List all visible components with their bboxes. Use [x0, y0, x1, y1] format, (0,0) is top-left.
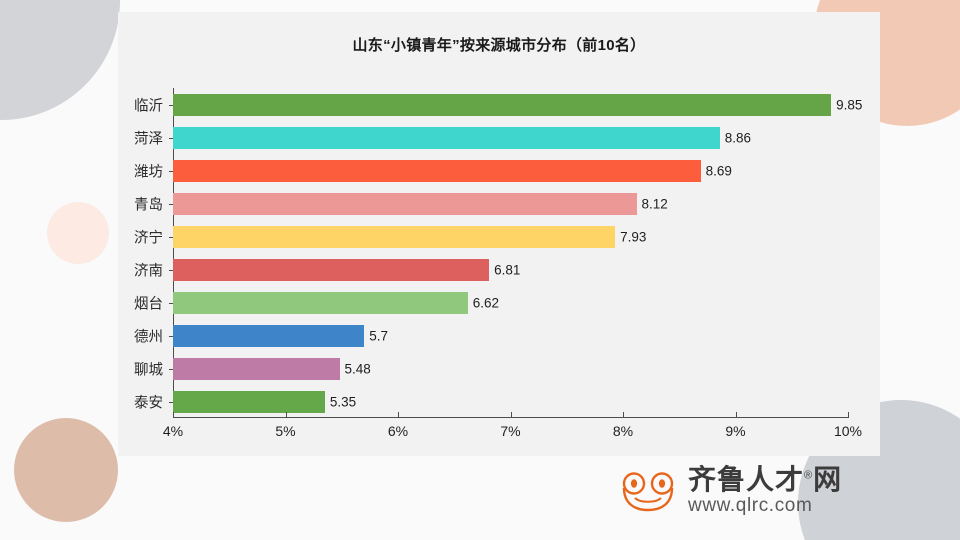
- y-axis-tick: [169, 236, 173, 238]
- category-label: 菏泽: [134, 131, 163, 147]
- bar-row: 菏泽 8.86: [134, 121, 848, 154]
- x-axis-tick-label: 5%: [275, 423, 296, 439]
- x-axis-tick-label: 4%: [162, 423, 184, 439]
- bar-row: 潍坊 8.69: [134, 154, 848, 187]
- y-axis-tick: [169, 401, 173, 403]
- y-axis-tick: [169, 335, 173, 337]
- bar[interactable]: [173, 390, 325, 413]
- bar-value-label: 9.85: [836, 97, 863, 112]
- bar-value-label: 8.69: [705, 163, 732, 178]
- x-axis-tick-label: 8%: [612, 423, 634, 439]
- logo-brand-suffix: 网: [813, 464, 843, 495]
- frog-icon: [622, 472, 674, 512]
- logo-brand-name: 齐鲁人才®网: [688, 464, 843, 495]
- bar-value-label: 8.12: [641, 196, 668, 211]
- bar[interactable]: [173, 291, 468, 314]
- y-axis-tick: [169, 170, 173, 172]
- decorative-circle-bottom-left: [14, 418, 118, 522]
- y-axis-tick: [169, 104, 173, 106]
- bar-row: 济宁 7.93: [134, 220, 848, 253]
- bar-rows: 临沂 9.85 菏泽 8.86 潍坊 8.69 青岛 8.12 济宁 7.93 济南 6.81 烟台 6.…: [134, 88, 862, 418]
- x-axis-tick: [848, 412, 850, 418]
- bar-row: 德州 5.7: [134, 319, 848, 352]
- logo-url: www.qlrc.com: [688, 494, 813, 516]
- category-label: 济南: [134, 263, 163, 279]
- brand-logo[interactable]: 齐鲁人才®网 www.qlrc.com: [618, 464, 843, 516]
- y-axis-tick: [169, 203, 173, 205]
- decorative-circle-left-small: [47, 202, 109, 264]
- bar-row: 聊城 5.48: [134, 352, 848, 385]
- y-axis-tick: [169, 137, 173, 139]
- bar[interactable]: [173, 159, 701, 182]
- x-axis-tick: [623, 412, 625, 418]
- bar-row: 烟台 6.62: [134, 286, 848, 319]
- y-axis-tick: [169, 368, 173, 370]
- category-label: 德州: [134, 329, 163, 345]
- chart-panel: 山东“小镇青年”按来源城市分布（前10名） 临沂 9.85 菏泽 8.86 潍坊 8.69…: [118, 12, 880, 456]
- bar-row: 青岛 8.12: [134, 187, 848, 220]
- decorative-circle-top-left: [0, 0, 120, 120]
- bar-value-label: 5.7: [369, 328, 389, 343]
- bar-value-label: 8.86: [724, 130, 752, 145]
- x-axis-tick: [285, 412, 287, 418]
- category-label: 聊城: [134, 362, 163, 378]
- category-label: 潍坊: [134, 164, 163, 180]
- bar[interactable]: [173, 357, 340, 380]
- x-axis-tick: [735, 412, 737, 418]
- category-label: 泰安: [134, 395, 163, 411]
- x-axis-tick-label: 7%: [500, 423, 521, 439]
- bar-value-label: 6.62: [472, 295, 500, 310]
- logo-brand-main: 齐鲁人才: [688, 464, 805, 495]
- bar-row: 临沂 9.85: [134, 88, 862, 121]
- registered-mark: ®: [804, 469, 814, 482]
- x-axis-tick-label: 10%: [833, 423, 863, 439]
- category-label: 烟台: [134, 296, 163, 312]
- x-axis-tick: [510, 412, 512, 418]
- y-axis-tick: [169, 269, 173, 271]
- x-axis-tick-label: 6%: [387, 423, 409, 439]
- y-axis-tick: [169, 302, 173, 304]
- bar[interactable]: [173, 192, 637, 215]
- bar-value-label: 6.81: [494, 262, 521, 277]
- bar[interactable]: [173, 93, 832, 116]
- x-axis-tick: [173, 412, 175, 418]
- category-label: 青岛: [134, 197, 163, 213]
- bar[interactable]: [173, 258, 490, 281]
- category-label: 济宁: [134, 230, 163, 246]
- bar-row: 泰安 5.35: [134, 385, 848, 418]
- plot-area: 临沂 9.85 菏泽 8.86 潍坊 8.69 青岛 8.12 济宁 7.93 济南 6.81 烟台 6.…: [134, 88, 862, 439]
- bar[interactable]: [173, 126, 720, 149]
- logo-text-block: 齐鲁人才®网 www.qlrc.com: [688, 464, 843, 516]
- bar-value-label: 5.35: [329, 394, 357, 409]
- category-label: 临沂: [134, 98, 163, 114]
- y-axis-line: [173, 88, 175, 418]
- bar[interactable]: [173, 324, 365, 347]
- chart-title: 山东“小镇青年”按来源城市分布（前10名）: [352, 37, 646, 54]
- x-axis-tick-label: 9%: [725, 423, 746, 439]
- bar-value-label: 7.93: [620, 229, 647, 244]
- bar[interactable]: [173, 225, 616, 248]
- bar-row: 济南 6.81: [134, 253, 848, 286]
- bar-value-label: 5.48: [344, 361, 371, 376]
- x-axis-tick: [398, 412, 400, 418]
